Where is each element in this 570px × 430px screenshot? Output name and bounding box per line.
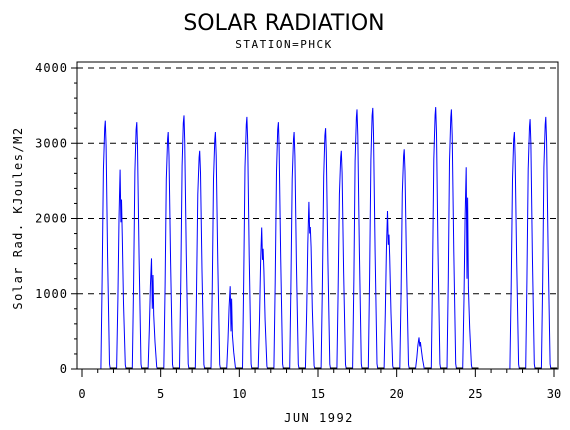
y-axis-label: Solar Rad. KJoules/M2 (11, 126, 25, 309)
y-tick-label: 0 (60, 362, 68, 376)
x-axis-label: JUN 1992 (284, 411, 354, 425)
x-tick-label: 25 (468, 387, 482, 401)
grid-lines (77, 67, 558, 295)
x-tick-label: 0 (78, 387, 85, 401)
solar-radiation-series (96, 107, 558, 370)
y-tick-label: 4000 (35, 61, 68, 75)
x-tick-label: 15 (311, 387, 325, 401)
x-tick-label: 10 (232, 387, 246, 401)
chart-title: SOLAR RADIATION (183, 11, 384, 36)
x-tick-label: 20 (389, 387, 403, 401)
y-axis-ticks: 0 1000 2000 3000 4000 (35, 61, 77, 376)
x-axis-ticks: 0 5 10 15 20 25 30 (78, 369, 561, 401)
y-tick-label: 2000 (35, 212, 68, 226)
chart-subtitle: STATION=PHCK (235, 38, 332, 51)
y-tick-label: 3000 (35, 136, 68, 150)
x-tick-label: 5 (157, 387, 164, 401)
x-tick-label: 30 (547, 387, 561, 401)
solar-radiation-line (96, 107, 554, 370)
y-tick-label: 1000 (35, 287, 68, 301)
